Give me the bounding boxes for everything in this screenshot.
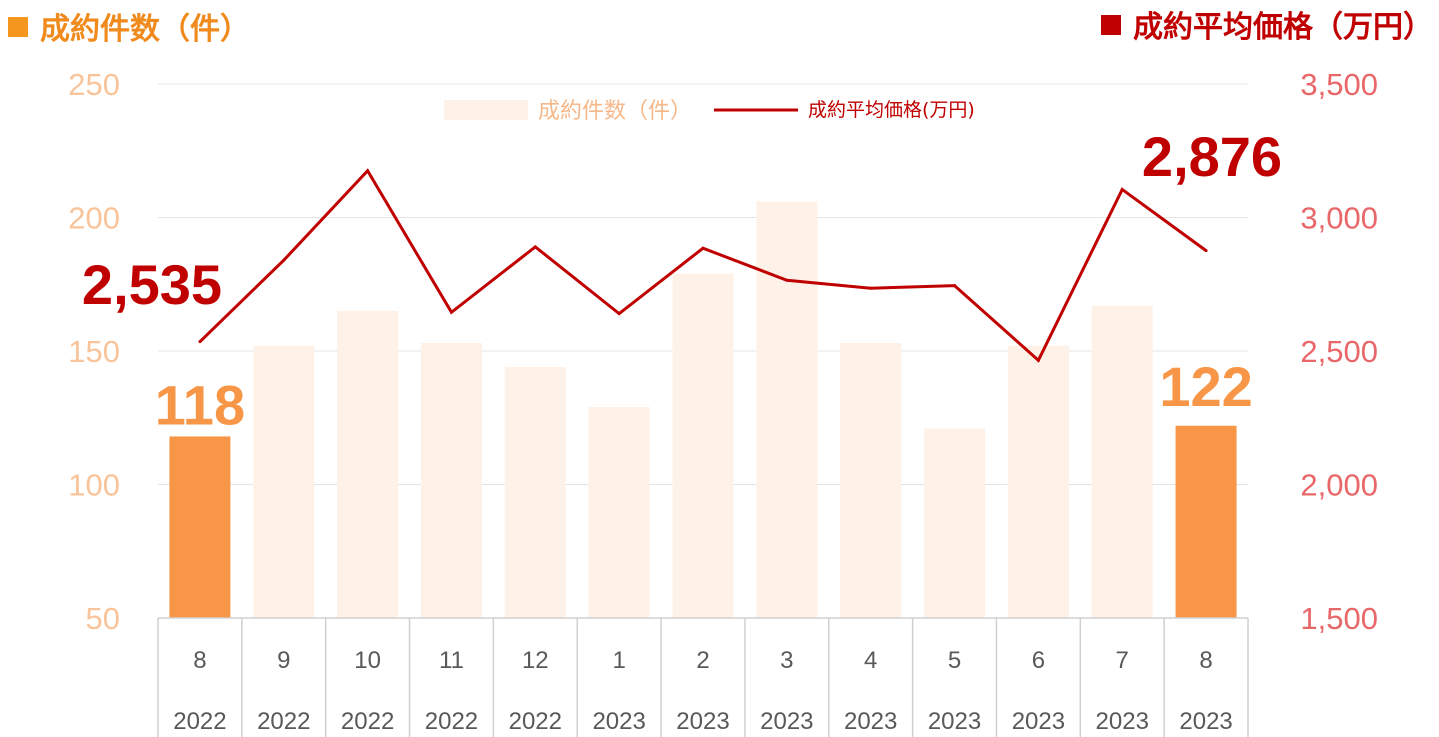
line-point: [1120, 187, 1124, 191]
legend-bar-swatch: [444, 100, 528, 120]
bar: [672, 273, 734, 618]
bar: [504, 367, 566, 618]
month-label: 11: [439, 647, 464, 674]
bar: [1091, 305, 1153, 618]
line-point: [1036, 358, 1040, 362]
year-label: 2023: [928, 708, 981, 735]
year-label: 2022: [509, 708, 562, 735]
line-point: [1204, 249, 1208, 253]
month-label: 10: [354, 647, 381, 674]
bar: [420, 342, 482, 618]
month-label: 1: [612, 647, 625, 674]
line-point: [366, 169, 370, 173]
left-axis-title: 成約件数（件）: [8, 4, 250, 48]
year-label: 2023: [676, 708, 729, 735]
line-point: [533, 245, 537, 249]
bar: [1007, 345, 1069, 618]
right-tick-label: 3,000: [1300, 201, 1378, 236]
legend-bar-label: 成約件数（件）: [538, 99, 692, 124]
right-tick-label: 3,500: [1300, 67, 1378, 102]
line-point: [449, 310, 453, 314]
legend-line-label: 成約平均価格(万円): [808, 99, 975, 121]
year-label: 2023: [1096, 708, 1149, 735]
line-point: [198, 340, 202, 344]
month-label: 5: [948, 647, 961, 674]
red-square-icon: [1101, 15, 1121, 35]
month-label: 4: [864, 647, 877, 674]
line-point: [701, 246, 705, 250]
month-label: 8: [193, 647, 206, 674]
bar: [169, 436, 231, 618]
line-point: [785, 278, 789, 282]
left-axis-title-text: 成約件数（件）: [40, 12, 250, 47]
right-axis-title-text: 成約平均価格（万円）: [1133, 10, 1433, 45]
orange-square-icon: [8, 17, 28, 37]
bar: [253, 345, 315, 618]
month-label: 7: [1116, 647, 1129, 674]
bar: [924, 428, 986, 618]
line-point: [953, 284, 957, 288]
bar: [840, 342, 902, 618]
left-tick-label: 150: [68, 334, 120, 369]
left-tick-label: 250: [68, 67, 120, 102]
year-label: 2023: [1179, 708, 1232, 735]
bar: [756, 201, 818, 619]
right-tick-label: 1,500: [1300, 601, 1378, 636]
line-point: [869, 286, 873, 290]
left-tick-label: 50: [86, 601, 120, 636]
line-point: [617, 312, 621, 316]
left-tick-label: 200: [68, 201, 120, 236]
year-label: 2023: [592, 708, 645, 735]
right-tick-label: 2,500: [1300, 334, 1378, 369]
year-label: 2022: [425, 708, 478, 735]
bar: [337, 310, 399, 618]
month-label: 8: [1199, 647, 1212, 674]
bar: [1175, 425, 1237, 618]
year-label: 2023: [844, 708, 897, 735]
bar-value-label-first: 118: [155, 373, 245, 436]
bar-value-label-last: 122: [1159, 355, 1252, 418]
line-point: [282, 258, 286, 262]
month-label: 9: [277, 647, 290, 674]
left-tick-label: 100: [68, 468, 120, 503]
line-value-label-last: 2,876: [1142, 125, 1282, 188]
year-label: 2022: [257, 708, 310, 735]
year-label: 2022: [341, 708, 394, 735]
year-label: 2023: [1012, 708, 1065, 735]
right-tick-label: 2,000: [1300, 468, 1378, 503]
month-label: 6: [1032, 647, 1045, 674]
month-label: 3: [780, 647, 793, 674]
line-value-label-first: 2,535: [82, 253, 222, 316]
right-axis-title: 成約平均価格（万円）: [1101, 2, 1433, 46]
month-label: 2: [696, 647, 709, 674]
month-label: 12: [522, 647, 549, 674]
bar: [588, 407, 650, 618]
year-label: 2023: [760, 708, 813, 735]
year-label: 2022: [173, 708, 226, 735]
